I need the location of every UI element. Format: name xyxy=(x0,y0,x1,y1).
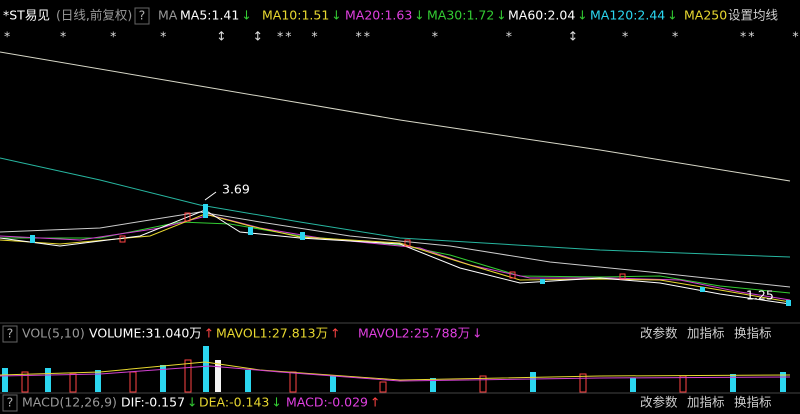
volume-bar xyxy=(184,359,192,393)
volume-bar xyxy=(330,376,336,392)
indicator-value: MAVOL1:27.813万 xyxy=(216,326,328,341)
ma-value: MA250 xyxy=(684,8,727,23)
volume-bar xyxy=(203,346,209,392)
ma-value: MA10:1.51 xyxy=(262,8,329,23)
candle xyxy=(404,239,411,247)
volume-bars xyxy=(0,346,791,393)
ma-arrow: ↓ xyxy=(667,8,677,23)
volume-bar xyxy=(780,372,786,392)
vol-title: VOL(5,10) xyxy=(22,326,85,341)
macd-row: DIF:-0.157 ↓ DEA:-0.143 ↓ MACD:-0.029 ↑ xyxy=(121,395,380,410)
candles xyxy=(30,204,791,306)
panel-button[interactable]: 改参数 xyxy=(640,395,678,410)
ma-label: MA xyxy=(158,8,178,23)
volume-bar xyxy=(160,365,166,392)
candle xyxy=(184,212,191,222)
indicator-arrow: ↓ xyxy=(187,395,197,410)
volume-bar xyxy=(289,371,297,393)
stock-name: *ST易见 xyxy=(3,8,50,23)
ma60-line xyxy=(0,211,791,288)
high-pointer xyxy=(204,191,217,201)
help-box xyxy=(134,7,150,25)
volume-bar xyxy=(129,371,137,393)
ma-row: MA5:1.41 ↓ MA10:1.51 ↓ MA20:1.63 ↓ MA30:1.72 ↓ M… xyxy=(180,8,727,23)
indicator-arrow: ↑ xyxy=(330,326,340,341)
indicator-value: MAVOL2:25.788万 xyxy=(358,326,470,341)
indicator-arrow: ↑ xyxy=(370,395,380,410)
candle xyxy=(119,235,126,243)
low-label: 1.25 xyxy=(746,288,774,303)
ma10-line xyxy=(0,213,791,303)
candle xyxy=(540,279,545,284)
panel-button[interactable]: 换指标 xyxy=(734,395,772,410)
ma-value: MA120:2.44 xyxy=(590,8,665,23)
ma-arrow: ↓ xyxy=(496,8,506,23)
ma-arrow: ↓ xyxy=(331,8,341,23)
vol-buttons: 改参数 加指标 换指标 xyxy=(640,326,772,341)
indicator-value: VOLUME:31.040万 xyxy=(89,326,202,341)
ma-value: MA30:1.72 xyxy=(427,8,494,23)
indicator-arrow: ↓ xyxy=(472,326,482,341)
mavol2-line xyxy=(0,365,791,382)
price-panel xyxy=(0,51,791,305)
volume-bar xyxy=(730,374,736,392)
high-label: 3.69 xyxy=(222,182,250,197)
indicator-value: DIF:-0.157 xyxy=(121,395,185,410)
panel-button[interactable]: 换指标 xyxy=(734,326,772,341)
ma250-line xyxy=(0,51,791,182)
volume-bar xyxy=(479,375,487,393)
candle xyxy=(619,273,626,280)
indicator-arrow: ↓ xyxy=(271,395,281,410)
help[interactable]: ? xyxy=(7,326,14,341)
vol-row: VOLUME:31.040万 ↑ MAVOL1:27.813万 ↑ MAVOL2:25.… xyxy=(89,326,483,341)
indicator-value: MACD:-0.029 xyxy=(286,395,368,410)
help[interactable]: ? xyxy=(7,395,14,410)
volume-bar xyxy=(530,372,536,392)
macd-title: MACD(12,26,9) xyxy=(22,395,117,410)
candle xyxy=(248,227,253,235)
volume-bar xyxy=(21,371,29,393)
help[interactable]: ? xyxy=(139,8,146,23)
candle xyxy=(509,271,516,279)
volume-bar xyxy=(215,360,221,392)
panel-button[interactable]: 加指标 xyxy=(687,395,725,410)
period: (日线,前复权) xyxy=(56,8,132,23)
ma20-line xyxy=(0,214,791,301)
ma5-line xyxy=(0,209,791,305)
ma-arrow: ↓ xyxy=(241,8,251,23)
ma-arrow: ↓ xyxy=(577,8,587,23)
macd-buttons: 改参数 加指标 换指标 xyxy=(640,395,772,410)
volume-bar xyxy=(2,368,8,392)
candle xyxy=(300,232,305,240)
volume-bar xyxy=(69,373,77,393)
settings[interactable]: 设置均线 xyxy=(728,8,779,23)
indicator-arrow: ↑ xyxy=(204,326,214,341)
volume-bar xyxy=(379,381,387,393)
candle xyxy=(786,300,791,306)
help-box xyxy=(2,325,18,343)
volume-bar xyxy=(679,375,687,393)
volume-bar xyxy=(630,378,636,392)
ma-value: MA60:2.04 xyxy=(508,8,575,23)
panel-button[interactable]: 加指标 xyxy=(687,326,725,341)
candle xyxy=(203,204,208,218)
ma-value: MA5:1.41 xyxy=(180,8,239,23)
volume-bar xyxy=(95,370,101,392)
volume-bar xyxy=(245,370,251,392)
candle xyxy=(30,235,35,243)
volume-bar xyxy=(579,373,587,393)
event-markers: * * * * ↕ ↕ ** * ** * * ↕ * * ** *** * *… xyxy=(4,29,800,44)
ma-arrow: ↓ xyxy=(414,8,424,23)
indicator-value: DEA:-0.143 xyxy=(199,395,269,410)
help-box xyxy=(2,394,18,412)
volume-bar xyxy=(430,378,436,392)
candle xyxy=(700,287,705,292)
volume-bar xyxy=(45,368,51,392)
ma120-line xyxy=(0,157,791,258)
panel-button[interactable]: 改参数 xyxy=(640,326,678,341)
ma-value: MA20:1.63 xyxy=(345,8,412,23)
